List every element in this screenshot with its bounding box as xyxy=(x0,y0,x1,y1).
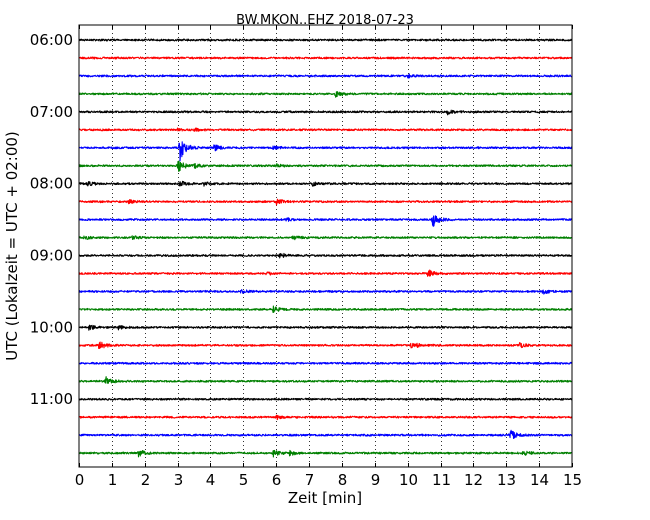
trace-0645 xyxy=(78,91,573,98)
axis-layer: 0 1 2 3 4 5 6 7 8 9 10 11 12 13 14 1506:0007:0008:0009:… xyxy=(30,25,582,489)
plot-frame xyxy=(78,24,573,468)
trace-0630 xyxy=(78,73,573,79)
x-tick-label: 11 xyxy=(432,471,451,489)
trace-0800 xyxy=(78,180,573,187)
x-tick-label: 4 xyxy=(206,471,216,489)
y-tick-label: 09:00 xyxy=(30,247,73,265)
x-tick-label: 12 xyxy=(464,471,483,489)
x-tick-label: 10 xyxy=(399,471,418,489)
y-tick-label: 10:00 xyxy=(30,318,73,336)
x-tick-label: 3 xyxy=(174,471,184,489)
x-tick-label: 15 xyxy=(563,471,582,489)
trace-1130 xyxy=(78,429,573,439)
x-tick-label: 1 xyxy=(108,471,118,489)
x-tick-label: 8 xyxy=(338,471,348,489)
trace-0600 xyxy=(78,38,573,42)
trace-0945 xyxy=(78,305,573,314)
x-tick-label: 7 xyxy=(305,471,315,489)
x-tick-label: 2 xyxy=(141,471,151,489)
x-tick-label: 5 xyxy=(239,471,249,489)
x-tick-label: 13 xyxy=(497,471,516,489)
trace-0830 xyxy=(78,215,573,227)
trace-0715 xyxy=(78,127,573,132)
x-tick-label: 0 xyxy=(75,471,85,489)
trace-0815 xyxy=(78,198,573,206)
trace-0700 xyxy=(78,109,573,116)
y-tick-label: 06:00 xyxy=(30,31,73,49)
trace-0930 xyxy=(78,289,573,295)
trace-1000 xyxy=(78,324,573,331)
trace-1015 xyxy=(78,341,573,350)
grid-layer xyxy=(112,25,540,467)
series-layer xyxy=(78,38,573,458)
trace-0915 xyxy=(78,269,573,277)
x-tick-label: 9 xyxy=(371,471,381,489)
y-tick-label: 07:00 xyxy=(30,103,73,121)
trace-0845 xyxy=(78,235,573,241)
y-axis-label: UTC (Lokalzeit = UTC + 02:00) xyxy=(3,131,21,361)
trace-0730 xyxy=(78,141,573,162)
trace-0615 xyxy=(78,56,573,60)
y-tick-label: 11:00 xyxy=(30,390,73,408)
trace-0900 xyxy=(78,252,573,259)
trace-1145 xyxy=(78,449,573,458)
y-tick-label: 08:00 xyxy=(30,175,73,193)
trace-1100 xyxy=(78,397,573,401)
trace-1030 xyxy=(78,361,573,365)
trace-0745 xyxy=(78,160,573,172)
trace-1045 xyxy=(78,376,573,384)
x-tick-label: 14 xyxy=(530,471,549,489)
chart-title: BW.MKON..EHZ 2018-07-23 xyxy=(236,13,414,28)
trace-1115 xyxy=(78,414,573,421)
x-axis-label: Zeit [min] xyxy=(288,489,362,507)
x-tick-label: 6 xyxy=(272,471,282,489)
